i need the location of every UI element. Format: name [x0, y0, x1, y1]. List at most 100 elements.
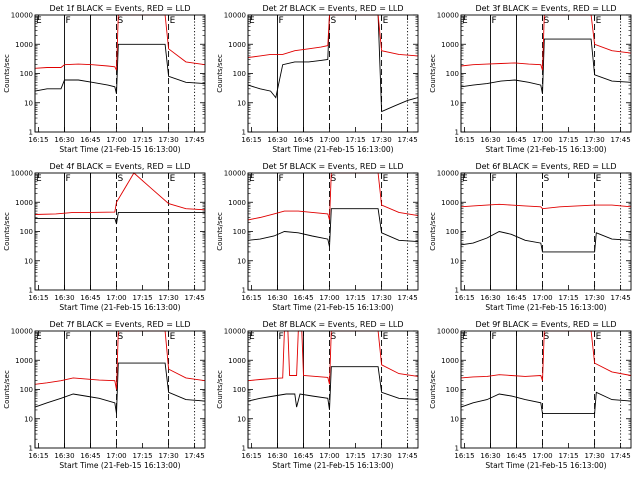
x-tick-label: 17:30: [584, 294, 604, 302]
marker-label: E: [596, 16, 602, 26]
x-tick-label: 16:30: [54, 452, 74, 460]
panel-title: Det 6f BLACK = Events, RED = LLD: [475, 162, 616, 171]
y-tick-label: 1: [29, 287, 33, 295]
x-tick-label: 17:45: [184, 136, 204, 144]
plot-frame: [247, 14, 419, 133]
x-tick-label: 17:15: [132, 136, 152, 144]
x-tick-label: 16:30: [267, 452, 287, 460]
y-tick-label: 10: [24, 257, 33, 265]
x-tick-label: 16:15: [241, 452, 261, 460]
y-tick-label: 1: [29, 129, 33, 137]
x-tick-label: 16:15: [454, 294, 474, 302]
panel-det-1: Det 1f BLACK = Events, RED = LLD Counts/s…: [3, 4, 206, 154]
series-events-line: [35, 211, 205, 225]
y-axis-label: Counts/sec: [216, 370, 224, 409]
x-tick-label: 16:15: [454, 136, 474, 144]
marker-label: S: [544, 16, 550, 26]
y-tick-label: 10000: [11, 170, 33, 178]
x-tick-label: 16:45: [80, 294, 100, 302]
y-tick-label: 10000: [437, 328, 459, 336]
panel-title: Det 2f BLACK = Events, RED = LLD: [262, 4, 403, 13]
x-tick-label: 17:45: [397, 294, 417, 302]
x-tick-label: 17:45: [610, 136, 630, 144]
panel-title: Det 3f BLACK = Events, RED = LLD: [475, 4, 616, 13]
marker-label: E: [36, 332, 42, 342]
x-tick-label: 17:30: [371, 452, 391, 460]
x-tick-label: 17:30: [158, 452, 178, 460]
y-tick-label: 1: [242, 129, 246, 137]
x-tick-label: 17:30: [158, 294, 178, 302]
series-events-line: [460, 38, 632, 94]
x-axis-label: Start Time (21-Feb-15 16:13:00): [485, 145, 606, 154]
y-axis-label: Counts/sec: [3, 370, 11, 409]
y-tick-label: 10: [237, 99, 246, 107]
series-events-line: [34, 362, 206, 414]
y-tick-label: 1000: [15, 41, 33, 49]
y-tick-label: 100: [20, 386, 33, 394]
panel-det-9: Det 9f BLACK = Events, RED = LLD Counts/s…: [429, 320, 632, 470]
y-tick-label: 10000: [11, 328, 33, 336]
y-tick-label: 1: [455, 287, 459, 295]
panel-title: Det 9f BLACK = Events, RED = LLD: [475, 320, 616, 329]
marker-label: F: [278, 174, 283, 184]
marker-label: S: [331, 332, 337, 342]
x-tick-label: 17:00: [319, 452, 339, 460]
x-tick-label: 16:15: [241, 136, 261, 144]
x-tick-label: 17:15: [345, 136, 365, 144]
series-events-line: [247, 14, 419, 113]
y-axis-label: Counts/sec: [429, 212, 437, 251]
y-tick-label: 100: [446, 386, 459, 394]
x-axis-label: Start Time (21-Feb-15 16:13:00): [485, 461, 606, 470]
panel-title: Det 5f BLACK = Events, RED = LLD: [262, 162, 403, 171]
x-tick-label: 16:15: [241, 294, 261, 302]
marker-label: E: [383, 332, 389, 342]
x-tick-label: 16:45: [293, 136, 313, 144]
panel-title: Det 4f BLACK = Events, RED = LLD: [49, 162, 190, 171]
y-tick-label: 100: [233, 386, 246, 394]
x-tick-label: 17:15: [345, 294, 365, 302]
x-tick-label: 17:00: [532, 136, 552, 144]
panel-det-4: Det 4f BLACK = Events, RED = LLD Counts/s…: [3, 162, 206, 312]
series-events-line: [460, 231, 632, 253]
y-axis-label: Counts/sec: [429, 370, 437, 409]
y-tick-label: 1: [242, 445, 246, 453]
x-tick-label: 17:30: [584, 136, 604, 144]
x-tick-label: 16:45: [506, 452, 526, 460]
x-tick-label: 17:00: [106, 452, 126, 460]
panel-title: Det 7f BLACK = Events, RED = LLD: [49, 320, 190, 329]
y-tick-label: 10000: [224, 12, 246, 20]
plot-frame: [34, 172, 206, 291]
y-tick-label: 100: [446, 70, 459, 78]
y-axis-label: Counts/sec: [429, 54, 437, 93]
y-axis-label: Counts/sec: [3, 54, 11, 93]
y-tick-label: 10000: [11, 12, 33, 20]
y-tick-label: 10: [24, 99, 33, 107]
y-tick-label: 1000: [15, 199, 33, 207]
panel-det-6: Det 6f BLACK = Events, RED = LLD Counts/s…: [429, 162, 632, 312]
y-tick-label: 10: [450, 415, 459, 423]
x-tick-label: 16:45: [293, 294, 313, 302]
y-tick-label: 1: [455, 445, 459, 453]
panel-det-7: Det 7f BLACK = Events, RED = LLD Counts/s…: [3, 320, 206, 470]
marker-label: F: [65, 174, 70, 184]
series-lld-line: [460, 330, 632, 381]
marker-label: F: [491, 174, 496, 184]
marker-label: S: [544, 174, 550, 184]
x-tick-label: 17:00: [319, 294, 339, 302]
series-events-line: [34, 43, 206, 95]
series-lld-line: [247, 14, 419, 59]
x-tick-label: 17:00: [106, 294, 126, 302]
panel-title: Det 1f BLACK = Events, RED = LLD: [49, 4, 190, 13]
plot-frame: [460, 172, 632, 291]
marker-label: S: [118, 16, 124, 26]
y-axis-label: Counts/sec: [216, 54, 224, 93]
y-tick-label: 1000: [441, 357, 459, 365]
marker-label: E: [170, 174, 176, 184]
x-tick-label: 17:45: [184, 294, 204, 302]
y-tick-label: 1000: [228, 199, 246, 207]
x-tick-label: 17:30: [371, 294, 391, 302]
marker-label: E: [462, 16, 468, 26]
plot-frame: [460, 14, 632, 133]
y-tick-label: 10: [237, 415, 246, 423]
y-tick-label: 10000: [437, 170, 459, 178]
